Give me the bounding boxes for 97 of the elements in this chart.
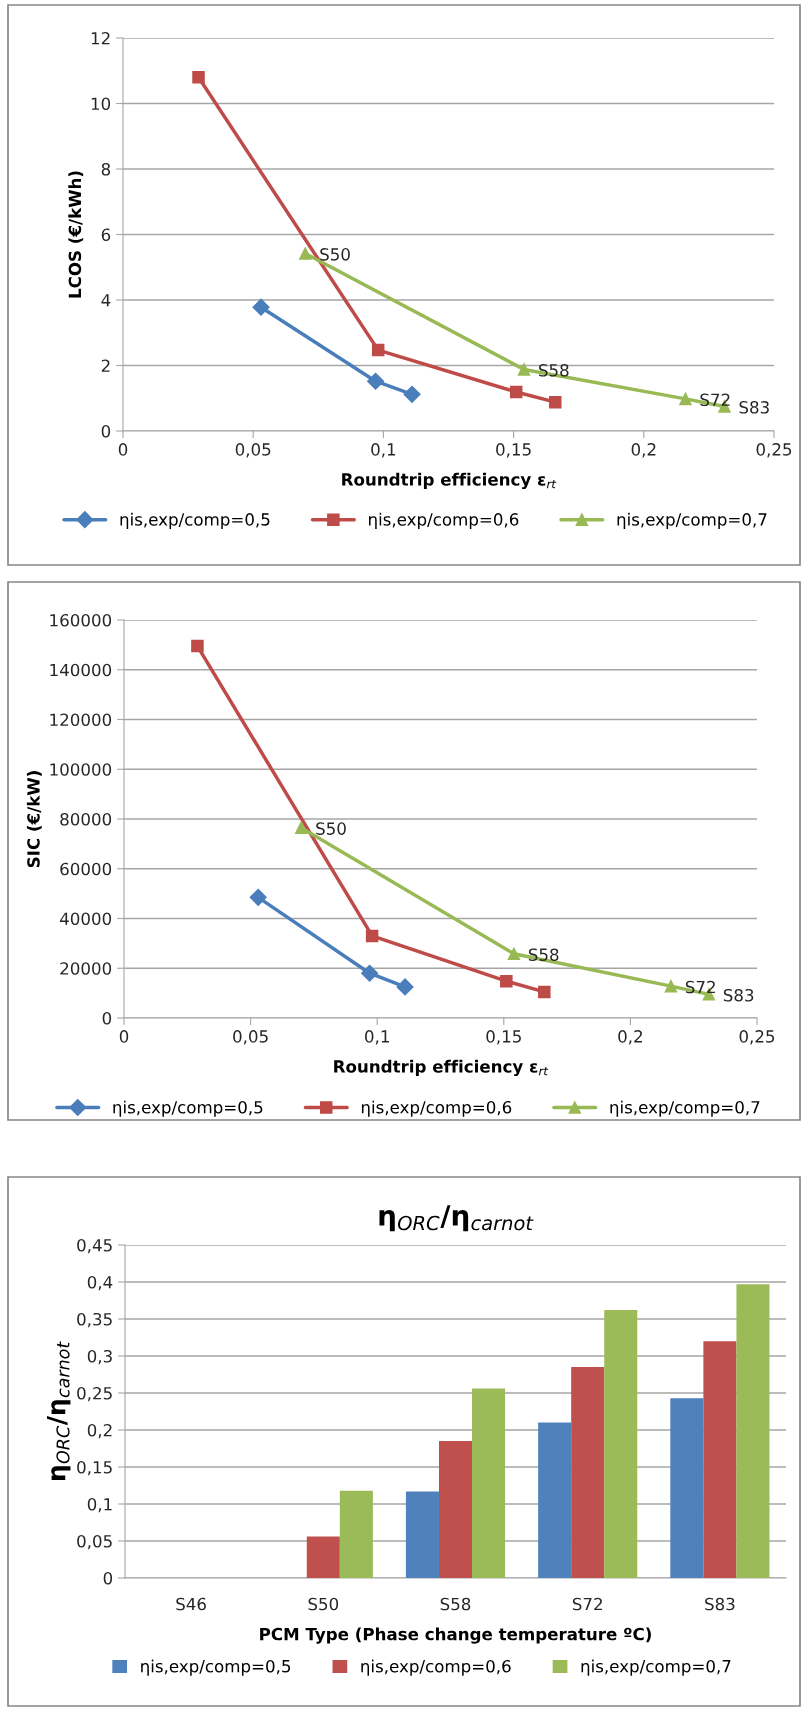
bar [472, 1388, 506, 1578]
y-tick-label: 0,25 [77, 1386, 112, 1402]
y-tick-label: 20000 [60, 962, 112, 975]
legend-label: ηis,exp/comp=0,5 [120, 512, 270, 529]
y-tick-label: 120000 [50, 713, 112, 727]
annotation: S72 [685, 980, 715, 994]
point [191, 639, 204, 653]
y-tick-label: 4 [101, 294, 111, 307]
y-axis-title: SIC (€/kW) [26, 771, 42, 868]
point [549, 395, 562, 409]
y-tick-label: 0 [102, 1011, 112, 1025]
legend-label: ηis,exp/comp=0,6 [361, 1659, 511, 1676]
point [507, 947, 521, 961]
point [500, 974, 513, 988]
x-axis-title: Roundtrip efficiency ε$_{rt}$ [342, 472, 557, 490]
bar [670, 1398, 704, 1578]
annotation: S83 [739, 401, 769, 414]
bar [703, 1341, 737, 1578]
annotation: S50 [320, 248, 350, 261]
y-tick-label: 10 [91, 97, 111, 111]
legend-label: ηis,exp/comp=0,5 [113, 1100, 263, 1117]
annotation: S83 [723, 988, 754, 1002]
y-tick-label: 60000 [60, 862, 112, 876]
x-tick-label: S46 [176, 1597, 206, 1611]
x-tick-label: 0,1 [371, 443, 396, 458]
point [252, 298, 270, 316]
y-tick-label: 8 [101, 162, 111, 176]
x-tick-label: 0,25 [756, 443, 792, 458]
point [361, 964, 379, 982]
x-tick-label: 0,2 [631, 443, 656, 458]
point [396, 978, 414, 996]
point [538, 985, 551, 999]
annotation: S50 [316, 822, 346, 835]
chart-title: η$_{ORC}$/η$_{carnot}$ [379, 1205, 534, 1232]
y-tick-label: 160000 [50, 613, 112, 627]
bar [339, 1490, 373, 1578]
y-tick-label: 0 [103, 1571, 113, 1585]
x-tick-label: S83 [705, 1597, 735, 1611]
legend-label: ηis,exp/comp=0,6 [361, 1100, 512, 1117]
y-tick-label: 0,05 [77, 1534, 112, 1550]
bar [405, 1491, 439, 1578]
y-tick-label: 40000 [59, 912, 112, 926]
bar [306, 1536, 340, 1578]
x-tick-label: 0,1 [365, 1030, 389, 1045]
annotation: S58 [528, 948, 559, 961]
legend-label: ηis,exp/comp=0,7 [610, 1100, 760, 1117]
point [367, 372, 385, 390]
point [192, 71, 205, 84]
x-tick-label: 0,15 [496, 443, 531, 458]
x-tick-label: 0,2 [618, 1030, 642, 1045]
y-tick-label: 2 [101, 359, 110, 372]
y-axis-title: LCOS (€/kWh) [68, 171, 84, 298]
y-tick-label: 0,35 [77, 1312, 112, 1328]
bar [736, 1284, 770, 1578]
point [517, 363, 531, 376]
legend-label: ηis,exp/comp=0,6 [369, 512, 519, 529]
bar [604, 1310, 638, 1578]
y-tick-label: 0 [101, 424, 111, 438]
x-tick-label: 0,15 [486, 1030, 521, 1045]
x-tick-label: S50 [308, 1597, 339, 1611]
x-tick-label: 0 [119, 1030, 129, 1043]
bar [571, 1367, 605, 1578]
point [299, 247, 312, 260]
y-tick-label: 0,45 [77, 1238, 112, 1254]
point [679, 392, 692, 406]
point [371, 343, 385, 357]
x-tick-label: 0,05 [235, 443, 271, 458]
legend-label: ηis,exp/comp=0,5 [141, 1659, 291, 1676]
point [249, 888, 267, 906]
y-tick-label: 0,2 [87, 1423, 112, 1439]
x-tick-label: 0 [118, 443, 128, 456]
y-axis-title: η$_{ORC}$/η$_{carnot}$ [47, 1341, 71, 1480]
y-tick-label: 12 [91, 31, 110, 45]
bar [438, 1441, 473, 1578]
x-tick-label: S58 [440, 1597, 471, 1611]
x-tick-label: 0,05 [233, 1030, 268, 1045]
y-tick-label: 0,3 [87, 1349, 112, 1365]
annotation: S58 [539, 364, 569, 377]
y-tick-label: 0,4 [87, 1275, 113, 1291]
legend-label: ηis,exp/comp=0,7 [617, 512, 767, 529]
y-tick-label: 0,15 [77, 1460, 112, 1476]
x-tick-label: S72 [572, 1597, 602, 1611]
point [365, 929, 379, 943]
bar [538, 1422, 572, 1578]
y-tick-label: 6 [101, 228, 111, 242]
legend-label: ηis,exp/comp=0,7 [581, 1659, 731, 1676]
point [509, 385, 523, 399]
x-tick-label: 0,25 [739, 1030, 775, 1045]
point [664, 979, 678, 993]
point [403, 385, 421, 403]
y-tick-label: 0,1 [87, 1497, 112, 1513]
y-tick-label: 100000 [50, 763, 112, 776]
y-tick-label: 80000 [60, 812, 112, 826]
x-axis-title: PCM Type (Phase change temperature ºC) [260, 1627, 651, 1644]
point [294, 821, 308, 834]
x-axis-title: Roundtrip efficiency ε$_{rt}$ [334, 1059, 549, 1077]
y-tick-label: 140000 [50, 663, 112, 677]
